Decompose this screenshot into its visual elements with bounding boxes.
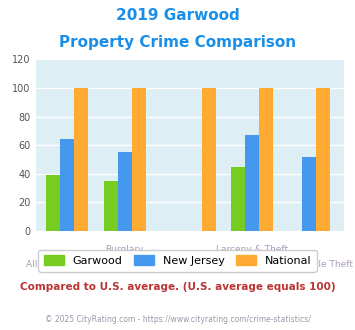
Bar: [316, 88, 331, 231]
Text: Larceny & Theft: Larceny & Theft: [216, 245, 288, 254]
Text: Burglary: Burglary: [105, 245, 144, 254]
Legend: Garwood, New Jersey, National: Garwood, New Jersey, National: [38, 250, 317, 272]
Bar: [118, 152, 132, 231]
Text: Compared to U.S. average. (U.S. average equals 100): Compared to U.S. average. (U.S. average …: [20, 282, 335, 292]
Text: All Property Crime: All Property Crime: [26, 260, 109, 269]
Text: 2019 Garwood: 2019 Garwood: [116, 8, 239, 23]
Bar: [46, 175, 60, 231]
Bar: [302, 157, 316, 231]
Bar: [259, 88, 273, 231]
Bar: [104, 181, 118, 231]
Bar: [132, 88, 146, 231]
Bar: [245, 135, 259, 231]
Bar: [231, 167, 245, 231]
Text: © 2025 CityRating.com - https://www.cityrating.com/crime-statistics/: © 2025 CityRating.com - https://www.city…: [45, 315, 310, 324]
Text: Motor Vehicle Theft: Motor Vehicle Theft: [265, 260, 353, 269]
Bar: [202, 88, 216, 231]
Text: Property Crime Comparison: Property Crime Comparison: [59, 35, 296, 50]
Bar: [60, 140, 74, 231]
Bar: [74, 88, 88, 231]
Text: Arson: Arson: [182, 260, 208, 269]
